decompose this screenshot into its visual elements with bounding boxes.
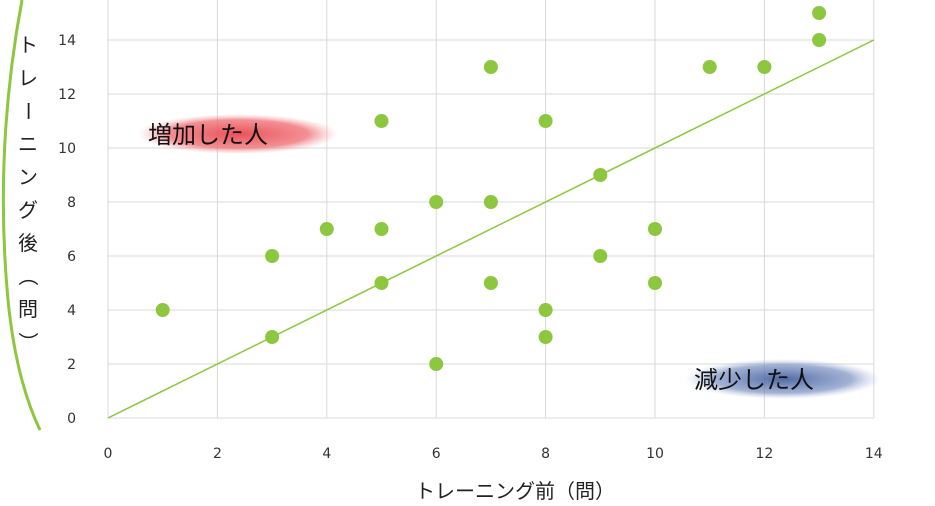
y-axis-label-char: グ bbox=[18, 198, 38, 222]
y-axis-label-char: ト bbox=[18, 33, 38, 57]
data-point bbox=[757, 60, 772, 74]
data-point bbox=[702, 60, 717, 74]
decrease-label: 減少した人 bbox=[694, 366, 814, 394]
data-point bbox=[374, 222, 389, 236]
y-tick-label: 2 bbox=[67, 357, 76, 373]
data-point bbox=[319, 222, 334, 236]
y-tick-label: 4 bbox=[67, 303, 76, 319]
y-axis-label-char: 後 bbox=[18, 231, 38, 255]
data-point bbox=[593, 249, 608, 263]
data-point bbox=[374, 114, 389, 128]
y-axis-label-char: ニ bbox=[18, 132, 38, 156]
y-tick-label: 6 bbox=[67, 249, 76, 265]
increase-highlight bbox=[138, 114, 338, 154]
data-point bbox=[812, 6, 827, 20]
data-point bbox=[812, 33, 827, 47]
y-axis-label-char: ン bbox=[18, 165, 38, 189]
data-point bbox=[648, 222, 662, 236]
x-tick-label: 6 bbox=[432, 446, 441, 462]
y-tick-label: 8 bbox=[67, 195, 76, 211]
data-point bbox=[374, 276, 389, 290]
increase-annotation: 増加した人 bbox=[138, 114, 338, 154]
increase-label: 増加した人 bbox=[148, 121, 268, 149]
y-tick-label: 14 bbox=[58, 33, 76, 49]
data-point bbox=[483, 276, 498, 290]
y-axis-label-char: 問 bbox=[18, 297, 38, 321]
data-point bbox=[265, 330, 280, 344]
data-point bbox=[538, 330, 553, 344]
y-tick-label: 10 bbox=[58, 141, 76, 157]
y-axis-label-char: レ bbox=[18, 66, 38, 90]
y-axis-label-char: ） bbox=[16, 332, 40, 352]
decrease-annotation: 減少した人 bbox=[685, 359, 881, 399]
tick-labels: 0 2 4 6 8 10 12 14 0 2 4 6 8 10 12 14 bbox=[58, 33, 883, 462]
data-point bbox=[648, 276, 662, 290]
x-tick-label: 0 bbox=[104, 446, 113, 462]
data-point bbox=[538, 303, 553, 317]
data-point bbox=[429, 357, 444, 371]
x-tick-label: 12 bbox=[755, 446, 773, 462]
y-axis-label-char: （ bbox=[16, 266, 40, 286]
y-tick-label: 12 bbox=[58, 87, 76, 103]
x-tick-label: 10 bbox=[646, 446, 664, 462]
y-tick-label: 0 bbox=[67, 411, 76, 427]
data-points bbox=[155, 6, 827, 371]
reference-line bbox=[107, 39, 875, 419]
y-axis-label-char: ー bbox=[16, 101, 40, 121]
x-tick-label: 14 bbox=[865, 446, 883, 462]
data-point bbox=[265, 249, 280, 263]
data-point bbox=[155, 303, 170, 317]
x-tick-label: 4 bbox=[322, 446, 331, 462]
data-point bbox=[483, 195, 498, 209]
data-point bbox=[538, 114, 553, 128]
x-tick-label: 8 bbox=[541, 446, 550, 462]
decrease-highlight bbox=[685, 359, 881, 399]
x-tick-label: 2 bbox=[213, 446, 222, 462]
data-point bbox=[483, 60, 498, 74]
data-point bbox=[429, 195, 444, 209]
data-point bbox=[593, 168, 608, 182]
decorative-arc bbox=[1, 0, 42, 431]
y-equals-x-line bbox=[107, 39, 875, 419]
x-axis-label: トレーニング前（問） bbox=[415, 479, 615, 503]
